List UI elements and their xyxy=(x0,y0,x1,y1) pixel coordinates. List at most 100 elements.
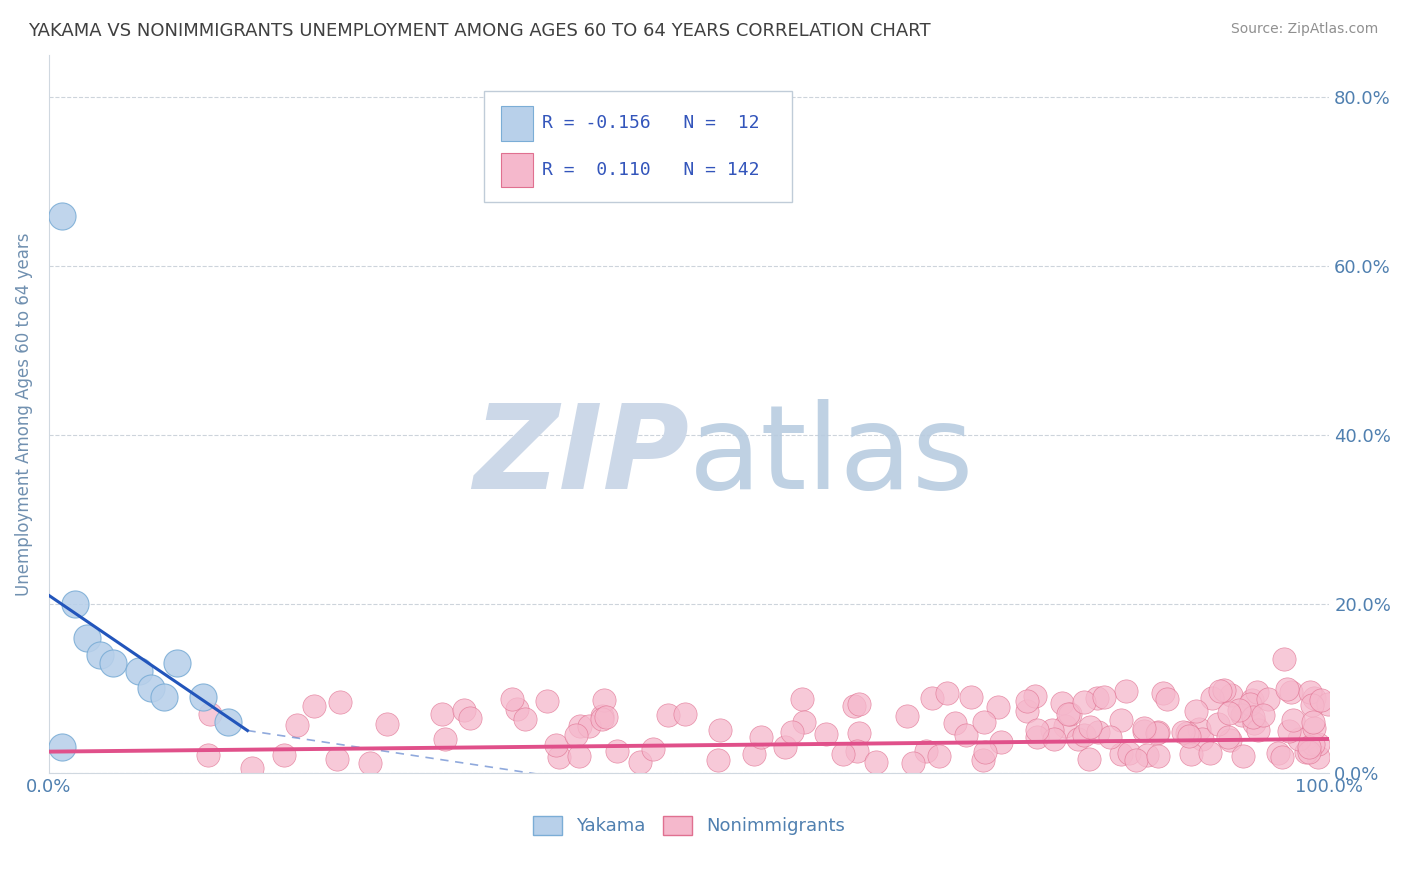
Point xyxy=(1295,745,1317,759)
Point xyxy=(928,748,950,763)
Point xyxy=(1073,695,1095,709)
Point xyxy=(1209,684,1232,698)
Point xyxy=(960,690,983,705)
Point xyxy=(1015,694,1038,708)
Point xyxy=(1111,747,1133,761)
Point xyxy=(501,692,523,706)
Point xyxy=(1056,706,1078,721)
Text: ZIP: ZIP xyxy=(472,400,689,515)
Point xyxy=(1306,749,1329,764)
Point xyxy=(1216,730,1239,744)
Point xyxy=(921,691,943,706)
Point xyxy=(749,730,772,744)
Point xyxy=(1274,652,1296,666)
Point xyxy=(595,710,617,724)
Point xyxy=(1282,713,1305,727)
Point xyxy=(1303,721,1326,735)
Point xyxy=(846,744,869,758)
Point xyxy=(1067,731,1090,746)
Point xyxy=(1136,748,1159,763)
Text: Source: ZipAtlas.com: Source: ZipAtlas.com xyxy=(1230,22,1378,37)
Point xyxy=(191,690,214,704)
Point xyxy=(1052,696,1074,710)
Point xyxy=(657,708,679,723)
Point xyxy=(1175,725,1198,739)
Point xyxy=(359,756,381,771)
Point xyxy=(51,209,73,223)
Point xyxy=(1243,715,1265,730)
Point xyxy=(1118,746,1140,760)
Point xyxy=(329,695,352,709)
Point xyxy=(548,750,571,764)
Point xyxy=(1279,685,1302,699)
Point xyxy=(240,761,263,775)
Point xyxy=(1306,737,1329,751)
Point xyxy=(273,748,295,763)
Point xyxy=(568,719,591,733)
Point xyxy=(565,728,588,742)
Point xyxy=(1109,713,1132,727)
Point xyxy=(430,707,453,722)
Point xyxy=(775,740,797,755)
Point xyxy=(1267,747,1289,761)
Point xyxy=(1133,722,1156,736)
Point xyxy=(1085,691,1108,706)
Point xyxy=(1024,690,1046,704)
Point xyxy=(1232,749,1254,764)
Point xyxy=(1017,704,1039,718)
Point xyxy=(1230,707,1253,722)
Point xyxy=(1115,684,1137,698)
Point xyxy=(1201,691,1223,706)
Point xyxy=(1298,740,1320,755)
Point xyxy=(1185,704,1208,718)
Point xyxy=(515,712,537,726)
Point xyxy=(641,742,664,756)
Point xyxy=(1173,725,1195,739)
Point xyxy=(628,755,651,769)
Point xyxy=(1288,732,1310,747)
Point xyxy=(1316,697,1339,711)
Point xyxy=(1220,688,1243,702)
Point xyxy=(744,747,766,762)
Point xyxy=(433,732,456,747)
Point xyxy=(1219,733,1241,747)
Point xyxy=(200,706,222,721)
Point xyxy=(1026,723,1049,737)
Point xyxy=(458,711,481,725)
Point xyxy=(1310,693,1333,707)
Point xyxy=(101,656,124,670)
Point xyxy=(1206,717,1229,731)
Point xyxy=(1271,749,1294,764)
Point xyxy=(831,747,853,761)
Point xyxy=(375,717,398,731)
Point xyxy=(1251,707,1274,722)
Point xyxy=(1147,748,1170,763)
Point xyxy=(1180,747,1202,761)
Point xyxy=(1152,686,1174,700)
Point xyxy=(304,698,326,713)
Point xyxy=(1298,745,1320,759)
Point xyxy=(1042,723,1064,737)
Point xyxy=(578,718,600,732)
Point xyxy=(591,709,613,723)
Y-axis label: Unemployment Among Ages 60 to 64 years: Unemployment Among Ages 60 to 64 years xyxy=(15,232,32,596)
FancyBboxPatch shape xyxy=(484,91,792,202)
Point xyxy=(166,656,188,670)
Point xyxy=(987,700,1010,714)
Point xyxy=(780,725,803,739)
Point xyxy=(141,681,163,696)
Point xyxy=(546,738,568,752)
Point xyxy=(591,712,613,726)
Point xyxy=(1077,752,1099,766)
Point xyxy=(453,703,475,717)
Point xyxy=(814,727,837,741)
Point xyxy=(1240,693,1263,707)
Point xyxy=(1087,725,1109,739)
Point xyxy=(1302,715,1324,730)
Point xyxy=(848,726,870,740)
Point xyxy=(1301,698,1323,713)
Point xyxy=(1025,730,1047,744)
FancyBboxPatch shape xyxy=(501,153,533,187)
Point xyxy=(1218,706,1240,721)
Point xyxy=(1303,691,1326,706)
